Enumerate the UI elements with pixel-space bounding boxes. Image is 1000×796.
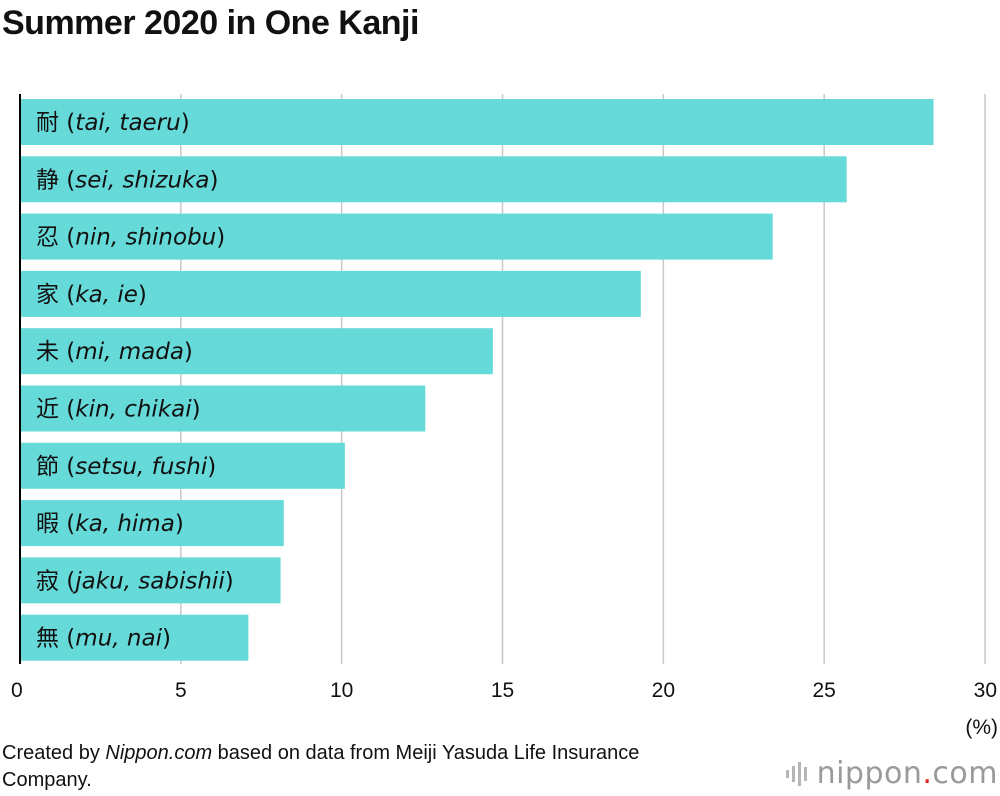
category-label: 暇 (ka, hima): [36, 511, 184, 537]
x-tick-label: 30: [974, 679, 997, 702]
bar: [20, 500, 284, 547]
logo-text-part2: com: [932, 756, 998, 791]
bar: [20, 442, 345, 489]
x-tick-label: 10: [330, 679, 353, 702]
x-tick-label: 20: [652, 679, 675, 702]
bar: [20, 213, 773, 260]
bar: [20, 557, 281, 604]
x-tick-label: 5: [175, 679, 187, 702]
bar: [20, 99, 934, 145]
logo-text: nippon.com: [817, 756, 998, 791]
category-label: 静 (sei, shizuka): [36, 167, 218, 193]
x-tick-labels: 0 5 10 15 20 25 30: [11, 679, 997, 702]
x-tick-label: 25: [812, 679, 835, 702]
category-label: 忍 (nin, shinobu): [36, 225, 225, 251]
category-label: 耐 (tai, taeru): [36, 110, 190, 136]
bar: [20, 156, 847, 203]
bar: [20, 328, 493, 375]
source-note: Created by Nippon.com based on data from…: [2, 740, 722, 794]
category-label: 節 (setsu, fushi): [36, 454, 216, 480]
source-suffix: based on data from Meiji Yasuda Life Ins…: [2, 742, 640, 791]
category-labels: 耐 (tai, taeru) 静 (sei, shizuka) 忍 (nin, sh…: [36, 110, 234, 652]
bar: [20, 270, 641, 317]
x-tick-label: 15: [491, 679, 514, 702]
x-axis-unit: (%): [965, 716, 998, 739]
bar: [20, 614, 249, 661]
category-label: 無 (mu, nai): [36, 626, 171, 652]
category-label: 家 (ka, ie): [36, 282, 147, 308]
bars: [20, 99, 934, 661]
category-label: 近 (kin, chikai): [36, 397, 201, 423]
bar: [20, 385, 426, 432]
chart-title: Summer 2020 in One Kanji: [2, 4, 419, 42]
x-tick-label: 0: [11, 679, 23, 702]
logo-text-part1: nippon: [816, 756, 923, 791]
logo-dot: .: [922, 756, 933, 791]
category-label: 未 (mi, mada): [36, 339, 193, 365]
nippon-logo: nippon.com: [785, 756, 998, 791]
signal-bars-icon: [785, 761, 807, 786]
category-label: 寂 (jaku, sabishii): [36, 568, 234, 594]
bar-chart: 耐 (tai, taeru) 静 (sei, shizuka) 忍 (nin, sh…: [11, 94, 997, 702]
source-brand: Nippon.com: [105, 742, 213, 764]
source-prefix: Created by: [2, 742, 106, 764]
